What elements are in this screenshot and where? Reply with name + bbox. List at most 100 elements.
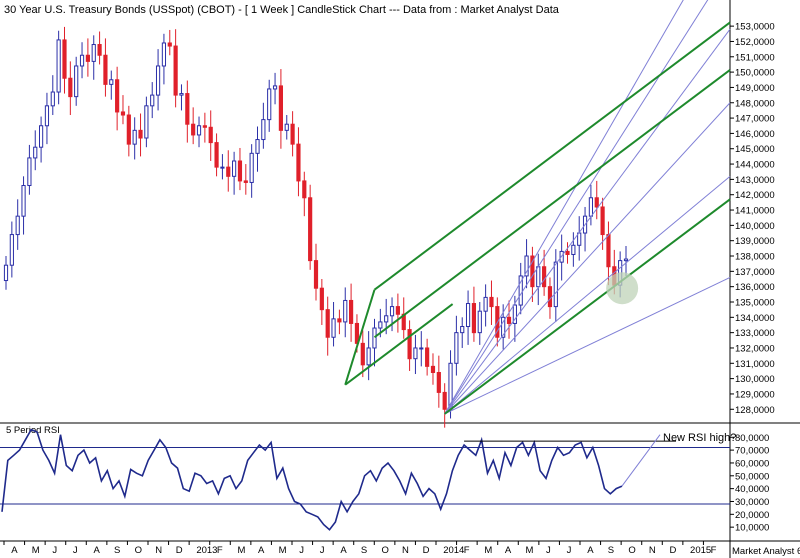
candle-down xyxy=(430,365,436,373)
fan-line xyxy=(444,175,731,415)
time-tick-label: J xyxy=(52,545,57,556)
price-tick-label: 128,0000 xyxy=(735,405,775,416)
rsi-tick-label: 30,0000 xyxy=(735,497,769,508)
time-axis: A M J J A S O N D 2013 F M A M J J A S O N D 2014 F M A M J J A S O N D 2… xyxy=(3,541,717,556)
time-tick-label: J xyxy=(299,545,304,556)
candle-up xyxy=(249,152,254,183)
time-tick-label: A xyxy=(340,545,347,556)
time-tick-label: 2013 xyxy=(196,545,217,556)
candle-down xyxy=(349,299,354,324)
candle-down xyxy=(606,234,611,268)
candle-down xyxy=(191,123,196,136)
rsi-panel: 10,0000 20,0000 30,0000 40,0000 50,0000 60,00… xyxy=(0,425,800,542)
candle-down xyxy=(565,250,570,255)
candle-up xyxy=(91,44,96,62)
price-tick-label: 144,0000 xyxy=(735,160,775,171)
rsi-tick-label: 50,0000 xyxy=(735,471,769,482)
candle-down xyxy=(68,77,73,98)
chart-title: 30 Year U.S. Treasury Bonds (USSpot) (CB… xyxy=(4,4,560,16)
candle-down xyxy=(337,318,342,323)
candle-up xyxy=(267,88,272,121)
candle-down xyxy=(489,296,494,308)
price-tick-label: 133,0000 xyxy=(735,328,775,339)
candle-down xyxy=(594,197,599,208)
candle-down xyxy=(62,39,67,79)
time-tick-label: N xyxy=(155,545,162,556)
candle-down xyxy=(325,309,330,338)
time-tick-label: F xyxy=(711,545,717,556)
time-tick-label: M xyxy=(32,545,40,556)
candle-down xyxy=(115,79,120,113)
time-tick-label: J xyxy=(320,545,325,556)
time-tick-label: S xyxy=(114,545,120,556)
candle-up xyxy=(179,93,184,96)
candle-up xyxy=(27,157,32,187)
candle-up xyxy=(501,316,506,338)
time-tick-label: M xyxy=(484,545,492,556)
candle-down xyxy=(243,180,248,183)
candle-up xyxy=(477,310,482,334)
price-tick-label: 138,0000 xyxy=(735,252,775,263)
candle-up xyxy=(196,125,202,136)
price-tick-label: 140,0000 xyxy=(735,221,775,232)
candle-up xyxy=(284,123,289,131)
pitchfork-upper-line xyxy=(373,21,731,291)
time-tick-label: F xyxy=(464,545,470,556)
candle-down xyxy=(442,391,447,410)
time-tick-label: M xyxy=(237,545,245,556)
candle-down xyxy=(547,286,553,308)
candle-up xyxy=(366,347,371,366)
candle-up xyxy=(512,304,517,324)
price-tick-label: 152,0000 xyxy=(735,37,775,48)
price-tick-label: 142,0000 xyxy=(735,190,775,201)
pitchfork-lower-line xyxy=(444,198,731,415)
time-tick-label: M xyxy=(525,545,533,556)
candle-down xyxy=(313,260,319,289)
fan-line xyxy=(444,0,684,415)
price-tick-label: 135,0000 xyxy=(735,297,775,308)
fan-line xyxy=(444,277,731,415)
pitchfork-base-line xyxy=(344,303,454,386)
candle-up xyxy=(44,105,50,127)
candle-down xyxy=(506,316,512,324)
price-tick-label: 146,0000 xyxy=(735,129,775,140)
candle-up xyxy=(132,129,137,145)
price-tick-label: 137,0000 xyxy=(735,267,775,278)
candle-up xyxy=(74,65,79,98)
candle-up xyxy=(524,255,529,277)
time-tick-label: D xyxy=(669,545,676,556)
time-tick-label: A xyxy=(93,545,100,556)
candle-up xyxy=(15,215,20,236)
price-tick-label: 148,0000 xyxy=(735,98,775,109)
fan-line xyxy=(444,28,731,415)
candle-up xyxy=(623,258,629,262)
rsi-tick-label: 40,0000 xyxy=(735,484,769,495)
time-tick-label: A xyxy=(587,545,594,556)
candle-up xyxy=(483,296,488,312)
candle-up xyxy=(3,264,9,282)
price-tick-label: 149,0000 xyxy=(735,83,775,94)
time-tick-label: N xyxy=(402,545,409,556)
candle-up xyxy=(39,125,44,148)
rsi-tick-label: 10,0000 xyxy=(735,523,769,534)
time-tick-label: F xyxy=(217,545,223,556)
candle-down xyxy=(103,54,108,85)
time-tick-label: S xyxy=(608,545,614,556)
candle-down xyxy=(319,287,324,311)
candle-up xyxy=(79,54,85,67)
rsi-annotation: New RSI high? xyxy=(663,432,736,444)
rsi-tick-label: 20,0000 xyxy=(735,510,769,521)
time-tick-label: 2015 xyxy=(690,545,711,556)
price-tick-label: 131,0000 xyxy=(735,359,775,370)
candle-down xyxy=(138,129,143,139)
candle-up xyxy=(150,94,155,107)
candle-down xyxy=(425,347,430,367)
candle-up xyxy=(21,185,26,217)
time-tick-label: D xyxy=(176,545,183,556)
time-tick-label: S xyxy=(361,545,367,556)
candle-up xyxy=(56,39,61,93)
time-tick-label: N xyxy=(649,545,656,556)
candle-down xyxy=(237,160,243,182)
